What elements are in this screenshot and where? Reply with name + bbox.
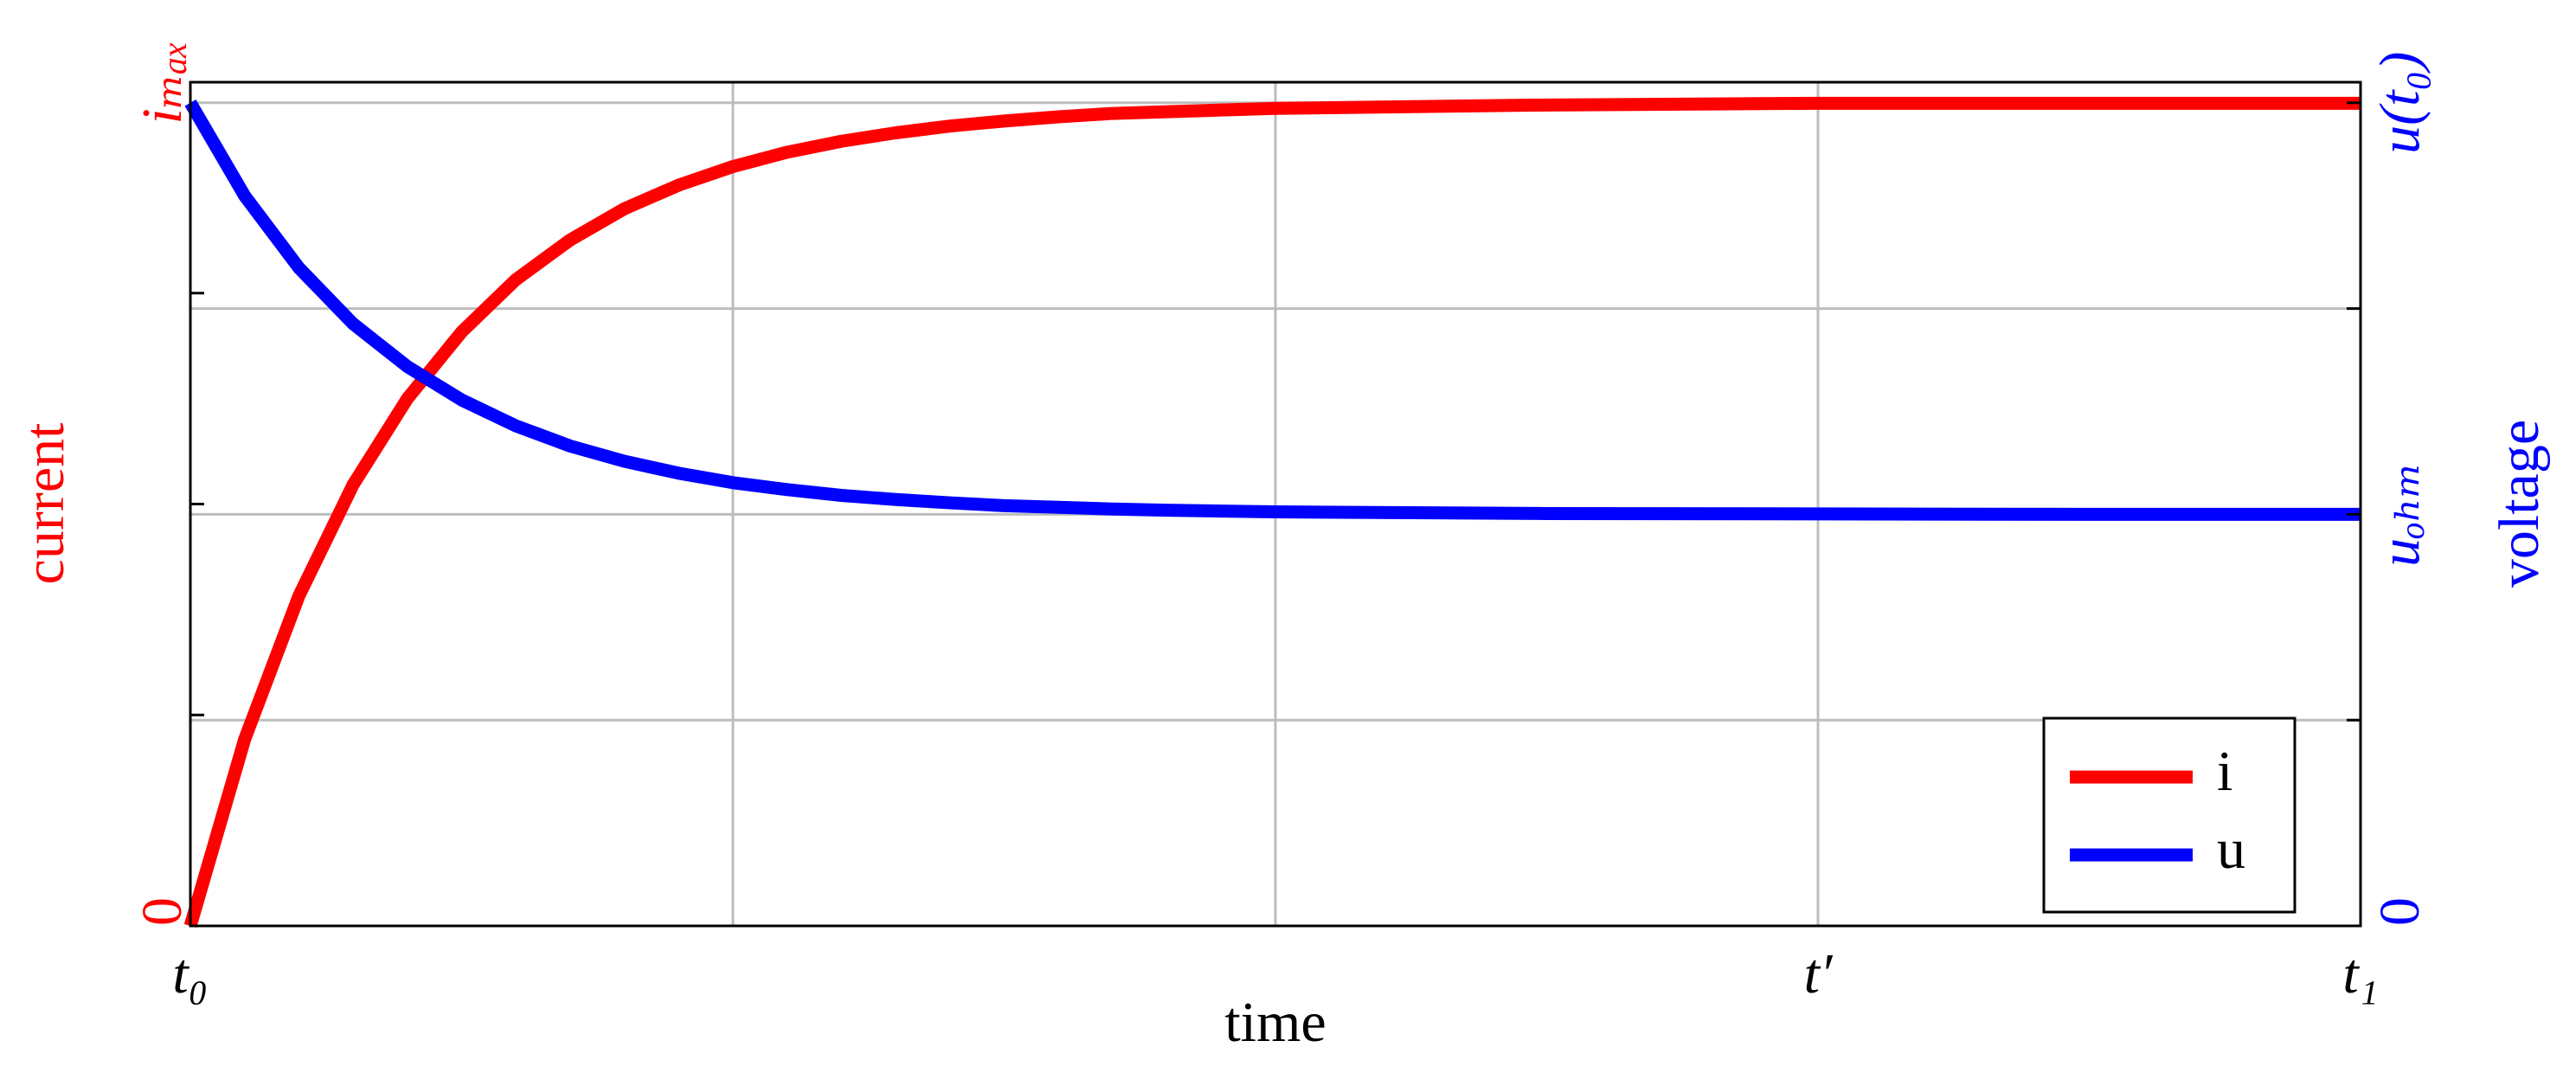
series-line bbox=[183, 96, 2361, 928]
x-axis-label: time bbox=[1224, 991, 1326, 1054]
legend-box bbox=[2042, 716, 2297, 914]
y-tick-label: 0 bbox=[131, 897, 194, 926]
series-line bbox=[184, 100, 2361, 521]
y-tick-label: iₘₐₓ bbox=[131, 41, 194, 125]
x-tick-label: t′ bbox=[1804, 942, 1834, 1006]
y2-tick-label: uₒₕₘ bbox=[2368, 462, 2431, 567]
y2-axis-label: voltage bbox=[2488, 420, 2551, 588]
y-axis-label: current bbox=[13, 423, 76, 585]
grid bbox=[189, 82, 2362, 928]
legend-label: u bbox=[2217, 818, 2245, 881]
y2-tick-label: 0 bbox=[2368, 897, 2431, 926]
y2-tick-label: u(t₀) bbox=[2368, 52, 2431, 154]
legend: iu bbox=[2042, 716, 2297, 914]
x-tick-label: t₀ bbox=[172, 942, 208, 1006]
x-tick-label: t₁ bbox=[2342, 942, 2378, 1006]
legend-label: i bbox=[2217, 740, 2232, 803]
plot-lines bbox=[183, 96, 2361, 928]
ticks: t₀ t′ t₁ 0 iₘₐₓ 0 uₒₕₘ u(t₀) bbox=[131, 41, 2431, 1006]
